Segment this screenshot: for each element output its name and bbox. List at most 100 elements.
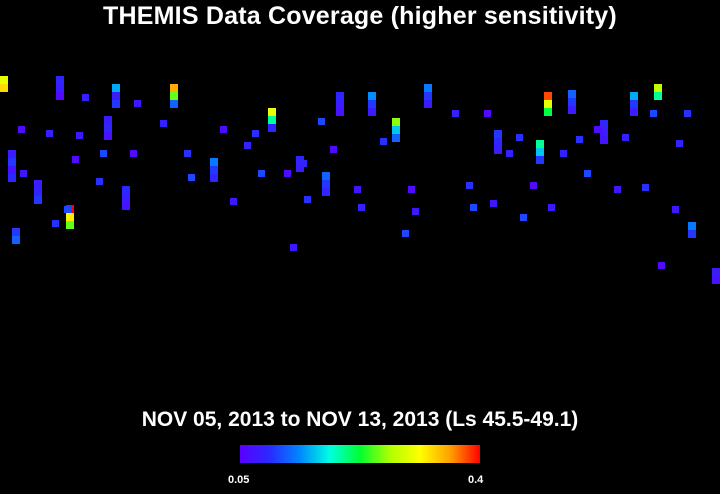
coverage-swath-cell: [424, 92, 432, 100]
coverage-footprint: [244, 142, 251, 149]
coverage-footprint: [594, 126, 601, 133]
date-range-subtitle: NOV 05, 2013 to NOV 13, 2013 (Ls 45.5-49…: [141, 408, 579, 431]
coverage-swath-cell: [568, 106, 576, 114]
coverage-footprint: [300, 160, 307, 167]
coverage-footprint: [72, 156, 79, 163]
map-title: THEMIS Data Coverage (higher sensitivity…: [103, 2, 617, 30]
coverage-swath-cell: [170, 92, 178, 100]
coverage-swath-cell: [268, 108, 276, 116]
coverage-footprint: [614, 186, 621, 193]
coverage-footprint: [576, 136, 583, 143]
coverage-footprint: [642, 184, 649, 191]
colorbar-gradient: [240, 445, 480, 463]
coverage-footprint: [358, 204, 365, 211]
coverage-swath-cell: [654, 92, 662, 100]
coverage-footprint: [452, 110, 459, 117]
coverage-footprint: [330, 146, 337, 153]
coverage-swath-cell: [568, 90, 576, 98]
coverage-swath-cell: [268, 124, 276, 132]
coverage-footprint: [466, 182, 473, 189]
coverage-footprint: [220, 126, 227, 133]
coverage-footprint: [650, 110, 657, 117]
coverage-swath-cell: [600, 120, 608, 128]
coverage-swath-cell: [170, 84, 178, 92]
coverage-swath-cell: [0, 76, 8, 84]
coverage-swath-cell: [8, 166, 16, 174]
coverage-swath-cell: [268, 116, 276, 124]
coverage-swath-cell: [336, 92, 344, 100]
coverage-footprint: [188, 174, 195, 181]
coverage-footprint: [304, 196, 311, 203]
coverage-footprint: [412, 208, 419, 215]
coverage-swath-cell: [34, 196, 42, 204]
coverage-footprint: [380, 138, 387, 145]
coverage-footprint: [184, 150, 191, 157]
coverage-swath-cell: [424, 100, 432, 108]
coverage-swath-cell: [536, 156, 544, 164]
coverage-swath-cell: [8, 158, 16, 166]
coverage-footprint: [46, 130, 53, 137]
coverage-footprint: [160, 120, 167, 127]
coverage-swath-cell: [210, 174, 218, 182]
coverage-footprint: [230, 198, 237, 205]
coverage-footprint: [520, 214, 527, 221]
coverage-footprint: [20, 170, 27, 177]
coverage-footprint: [676, 140, 683, 147]
coverage-footprint: [76, 132, 83, 139]
coverage-swath-cell: [112, 92, 120, 100]
coverage-swath-cell: [712, 268, 720, 276]
colorbar-max-label: 0.4: [468, 474, 484, 486]
coverage-swath-cell: [56, 76, 64, 84]
coverage-swath-cell: [536, 140, 544, 148]
coverage-swath-cell: [544, 100, 552, 108]
colorbar-min-label: 0.05: [228, 474, 250, 486]
coverage-swath-cell: [104, 132, 112, 140]
coverage-swath-cell: [336, 100, 344, 108]
coverage-footprint: [672, 206, 679, 213]
coverage-footprint: [96, 178, 103, 185]
coverage-swath-cell: [712, 276, 720, 284]
coverage-swath-cell: [368, 92, 376, 100]
coverage-footprint: [258, 170, 265, 177]
coverage-swath-cell: [536, 148, 544, 156]
coverage-swath-cell: [112, 84, 120, 92]
coverage-swath-cell: [104, 124, 112, 132]
coverage-footprint: [560, 150, 567, 157]
coverage-swath-cell: [392, 134, 400, 142]
coverage-swath-cell: [210, 158, 218, 166]
coverage-swath-cell: [600, 128, 608, 136]
coverage-footprint: [402, 230, 409, 237]
coverage-swath-cell: [368, 100, 376, 108]
coverage-swath-cell: [544, 108, 552, 116]
coverage-swath-cell: [104, 116, 112, 124]
coverage-footprint: [284, 170, 291, 177]
coverage-swath-cell: [322, 180, 330, 188]
coverage-footprint: [252, 130, 259, 137]
coverage-footprint: [622, 134, 629, 141]
coverage-swath-cell: [210, 166, 218, 174]
coverage-footprint: [130, 150, 137, 157]
coverage-footprint: [484, 110, 491, 117]
coverage-footprint: [548, 204, 555, 211]
coverage-swath-cell: [122, 186, 130, 194]
coverage-footprint: [82, 94, 89, 101]
coverage-footprint: [530, 182, 537, 189]
coverage-swath-cell: [688, 222, 696, 230]
coverage-footprint: [584, 170, 591, 177]
coverage-footprint: [64, 206, 71, 213]
coverage-swath-cell: [56, 92, 64, 100]
coverage-swath-cell: [112, 100, 120, 108]
coverage-footprint: [516, 134, 523, 141]
coverage-footprint: [290, 244, 297, 251]
coverage-swath-cell: [688, 230, 696, 238]
coverage-footprint: [490, 200, 497, 207]
coverage-footprint: [100, 150, 107, 157]
coverage-swath-cell: [122, 194, 130, 202]
coverage-swath-cell: [392, 118, 400, 126]
colorbar: [240, 445, 480, 463]
coverage-swath-cell: [34, 180, 42, 188]
coverage-swath-cell: [336, 108, 344, 116]
coverage-swath-cell: [494, 146, 502, 154]
coverage-swath-cell: [12, 236, 20, 244]
